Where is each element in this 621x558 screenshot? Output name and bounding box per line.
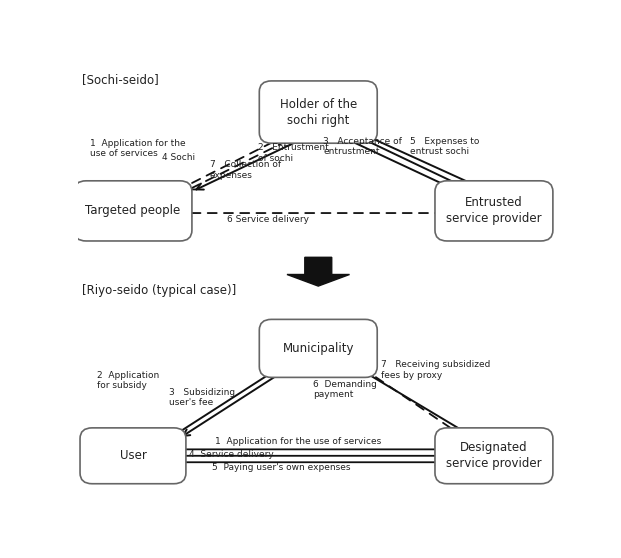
Text: 6 Service delivery: 6 Service delivery (227, 215, 309, 224)
Text: [Sochi-seido]: [Sochi-seido] (83, 74, 159, 86)
Text: 5   Expenses to
entrust sochi: 5 Expenses to entrust sochi (410, 137, 479, 156)
Text: Municipality: Municipality (283, 342, 354, 355)
Text: 2   Entrustment
of sochi: 2 Entrustment of sochi (258, 143, 329, 162)
Text: 7   Receiving subsidized
fees by proxy: 7 Receiving subsidized fees by proxy (381, 360, 490, 379)
Text: Designated
service provider: Designated service provider (446, 441, 542, 470)
Text: Entrusted
service provider: Entrusted service provider (446, 196, 542, 225)
FancyBboxPatch shape (435, 428, 553, 484)
Text: 3   Acceptance of
entrustment: 3 Acceptance of entrustment (323, 137, 402, 156)
Text: Targeted people: Targeted people (85, 204, 181, 218)
Text: 1  Application for the
use of services: 1 Application for the use of services (89, 139, 185, 158)
FancyBboxPatch shape (74, 181, 192, 241)
Text: 5  Paying user's own expenses: 5 Paying user's own expenses (212, 463, 351, 472)
Text: 2  Application
for subsidy: 2 Application for subsidy (97, 371, 159, 390)
Text: User: User (119, 449, 147, 462)
FancyBboxPatch shape (80, 428, 186, 484)
Text: Holder of the
sochi right: Holder of the sochi right (279, 98, 357, 127)
Text: 7   Collection of
expenses: 7 Collection of expenses (210, 160, 281, 180)
Text: [Riyo-seido (typical case)]: [Riyo-seido (typical case)] (83, 284, 237, 297)
FancyBboxPatch shape (260, 319, 377, 377)
Text: 1  Application for the use of services: 1 Application for the use of services (215, 437, 381, 446)
Text: 3   Subsidizing
user's fee: 3 Subsidizing user's fee (169, 388, 235, 407)
Text: 6  Demanding
payment: 6 Demanding payment (314, 379, 378, 399)
FancyBboxPatch shape (435, 181, 553, 241)
FancyBboxPatch shape (260, 81, 377, 143)
Text: 4 Sochi: 4 Sochi (162, 153, 195, 162)
Text: 4  Service delivery: 4 Service delivery (189, 450, 274, 459)
Polygon shape (287, 257, 350, 286)
